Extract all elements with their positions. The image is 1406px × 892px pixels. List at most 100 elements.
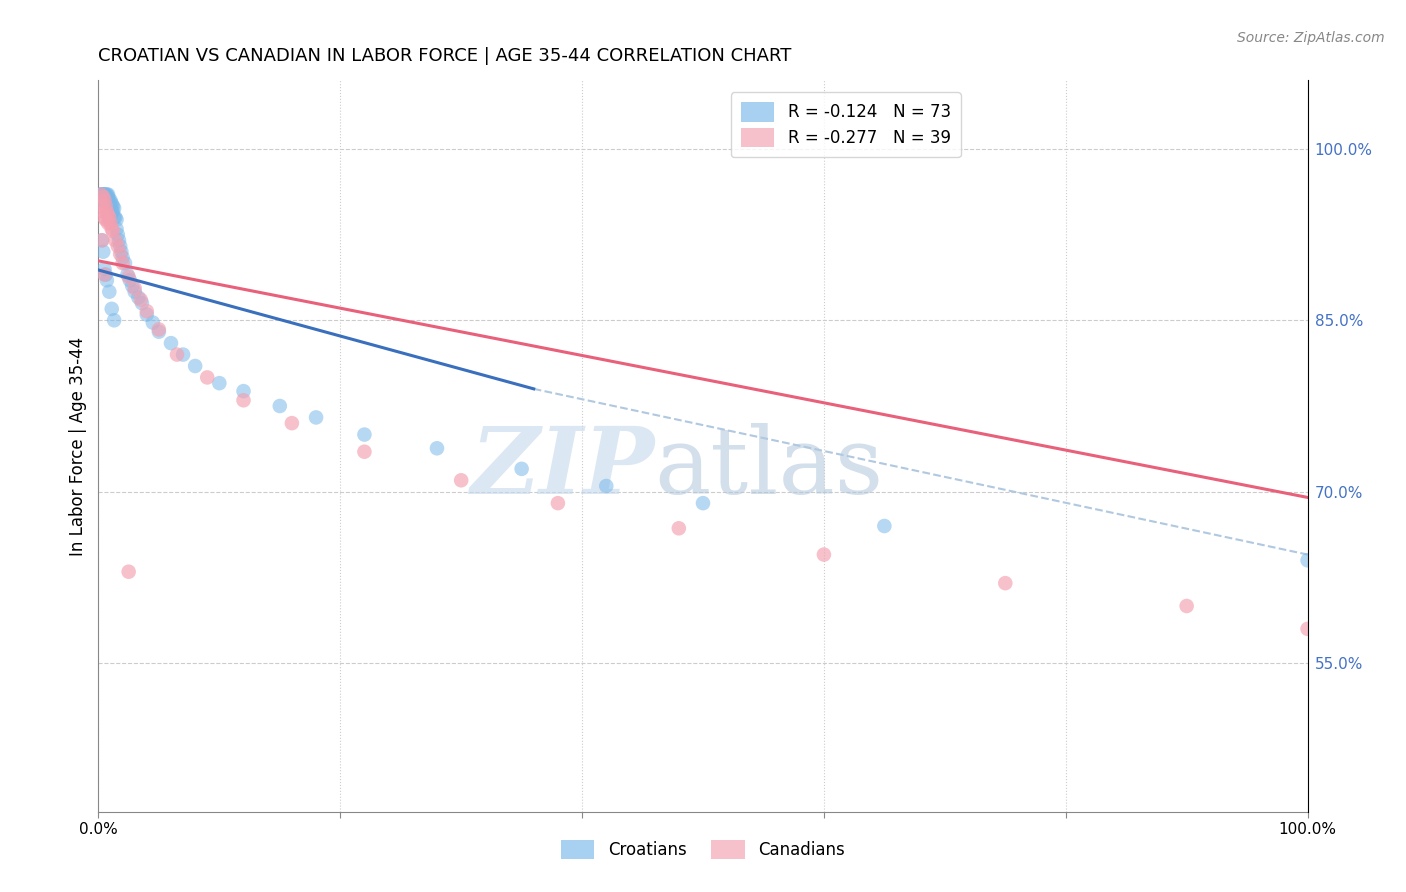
Point	[101, 204, 124, 219]
Point	[105, 212, 128, 227]
Y-axis label: In Labor Force | Age 35-44: In Labor Force | Age 35-44	[69, 336, 87, 556]
Point	[93, 268, 115, 282]
Point	[91, 194, 114, 208]
Point	[129, 293, 152, 307]
Point	[96, 273, 118, 287]
Point	[118, 273, 141, 287]
Point	[100, 199, 122, 213]
Point	[232, 384, 254, 398]
Point	[1296, 622, 1319, 636]
Point	[100, 222, 122, 236]
Point	[105, 222, 128, 236]
Legend: Croatians, Canadians: Croatians, Canadians	[554, 833, 852, 865]
Point	[510, 462, 533, 476]
Point	[94, 199, 117, 213]
Point	[692, 496, 714, 510]
Point	[90, 187, 112, 202]
Point	[93, 261, 115, 276]
Point	[148, 322, 170, 336]
Point	[97, 187, 120, 202]
Point	[813, 548, 835, 562]
Point	[668, 521, 690, 535]
Point	[91, 199, 114, 213]
Point	[994, 576, 1017, 591]
Point	[184, 359, 207, 373]
Point	[281, 416, 304, 430]
Point	[131, 296, 153, 310]
Point	[103, 211, 125, 225]
Point	[353, 444, 375, 458]
Point	[97, 194, 120, 208]
Point	[98, 285, 121, 299]
Point	[104, 233, 127, 247]
Point	[104, 211, 127, 225]
Point	[107, 239, 129, 253]
Point	[94, 268, 117, 282]
Point	[114, 256, 136, 270]
Point	[117, 268, 139, 282]
Point	[450, 473, 472, 487]
Point	[305, 410, 328, 425]
Point	[94, 212, 117, 227]
Point	[93, 194, 115, 208]
Point	[101, 224, 124, 238]
Point	[108, 247, 131, 261]
Point	[148, 325, 170, 339]
Point	[93, 187, 115, 202]
Text: ZIP: ZIP	[471, 423, 655, 513]
Point	[100, 301, 122, 316]
Point	[108, 239, 131, 253]
Point	[124, 285, 146, 299]
Point	[269, 399, 291, 413]
Point	[91, 187, 114, 202]
Point	[547, 496, 569, 510]
Point	[118, 565, 141, 579]
Point	[98, 211, 121, 225]
Point	[91, 233, 114, 247]
Point	[96, 204, 118, 219]
Point	[94, 190, 117, 204]
Point	[232, 393, 254, 408]
Point	[873, 519, 896, 533]
Point	[100, 211, 122, 225]
Point	[160, 336, 183, 351]
Point	[97, 216, 120, 230]
Point	[97, 190, 120, 204]
Point	[111, 256, 134, 270]
Point	[96, 187, 118, 202]
Point	[135, 304, 157, 318]
Point	[124, 281, 146, 295]
Point	[90, 187, 112, 202]
Point	[108, 233, 131, 247]
Point	[127, 290, 149, 304]
Point	[100, 196, 122, 211]
Point	[94, 187, 117, 202]
Point	[1175, 599, 1198, 613]
Point	[91, 233, 114, 247]
Point	[93, 194, 115, 208]
Point	[142, 316, 165, 330]
Point	[118, 269, 141, 284]
Point	[91, 244, 114, 259]
Point	[135, 308, 157, 322]
Point	[91, 194, 114, 208]
Point	[93, 211, 115, 225]
Point	[110, 244, 132, 259]
Point	[111, 251, 134, 265]
Point	[97, 208, 120, 222]
Point	[1296, 553, 1319, 567]
Text: atlas: atlas	[655, 423, 884, 513]
Point	[107, 227, 129, 242]
Point	[103, 202, 125, 216]
Point	[93, 187, 115, 202]
Text: Source: ZipAtlas.com: Source: ZipAtlas.com	[1237, 31, 1385, 45]
Point	[166, 348, 188, 362]
Point	[91, 204, 114, 219]
Point	[98, 194, 121, 208]
Point	[91, 187, 114, 202]
Point	[101, 199, 124, 213]
Point	[100, 194, 122, 208]
Point	[91, 190, 114, 204]
Point	[103, 313, 125, 327]
Text: CROATIAN VS CANADIAN IN LABOR FORCE | AGE 35-44 CORRELATION CHART: CROATIAN VS CANADIAN IN LABOR FORCE | AG…	[98, 47, 792, 65]
